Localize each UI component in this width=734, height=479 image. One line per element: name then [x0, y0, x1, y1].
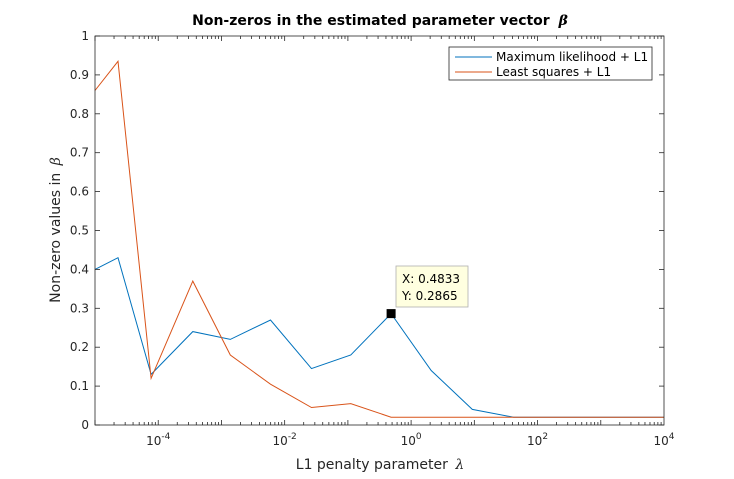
axes-box — [94, 35, 665, 426]
y-tick-label: 0 — [81, 418, 89, 432]
x-axis-ticks: 10-4 10-2 100 102 104 — [94, 36, 675, 448]
x-tick-label: 10-4 — [146, 432, 171, 448]
y-tick-label: 0.3 — [70, 301, 89, 315]
y-tick-label: 0.9 — [70, 68, 89, 82]
legend[interactable]: Maximum likelihood + L1 Least squares + … — [448, 46, 653, 81]
y-tick-label: 0.7 — [70, 146, 89, 160]
plot-area[interactable] — [95, 36, 664, 425]
y-tick-label: 1 — [81, 29, 89, 43]
x-tick-label: 100 — [401, 432, 422, 448]
x-tick-label: 102 — [527, 432, 548, 448]
y-axis-ticks: 0 0.1 0.2 0.3 0.4 0.5 0.6 0.7 0.8 0.9 1 — [70, 29, 664, 432]
y-tick-label: 0.1 — [70, 379, 89, 393]
series-line-least-squares[interactable] — [94, 60, 664, 418]
datatip-marker[interactable] — [386, 309, 396, 319]
legend-box — [448, 46, 653, 81]
y-tick-label: 0.6 — [70, 185, 89, 199]
y-axis-label: Non-zero values in β — [48, 157, 64, 303]
series-layer — [94, 60, 664, 418]
datatip[interactable]: X: 0.4833 Y: 0.2865 — [386, 265, 469, 319]
legend-entry-ml: Maximum likelihood + L1 — [496, 50, 648, 64]
y-tick-label: 0.5 — [70, 224, 89, 238]
datatip-box — [395, 265, 469, 308]
y-tick-label: 0.8 — [70, 107, 89, 121]
datatip-x-label: X: 0.4833 — [402, 272, 460, 286]
legend-entry-ls: Least squares + L1 — [496, 65, 611, 79]
x-axis-label: L1 penalty parameter λ — [296, 457, 464, 473]
chart-title: Non-zeros in the estimated parameter vec… — [192, 13, 568, 29]
y-tick-label: 0.2 — [70, 340, 89, 354]
x-tick-label: 104 — [653, 432, 674, 448]
datatip-y-label: Y: 0.2865 — [401, 289, 458, 303]
x-tick-label: 10-2 — [273, 432, 297, 448]
y-tick-label: 0.4 — [70, 262, 89, 276]
